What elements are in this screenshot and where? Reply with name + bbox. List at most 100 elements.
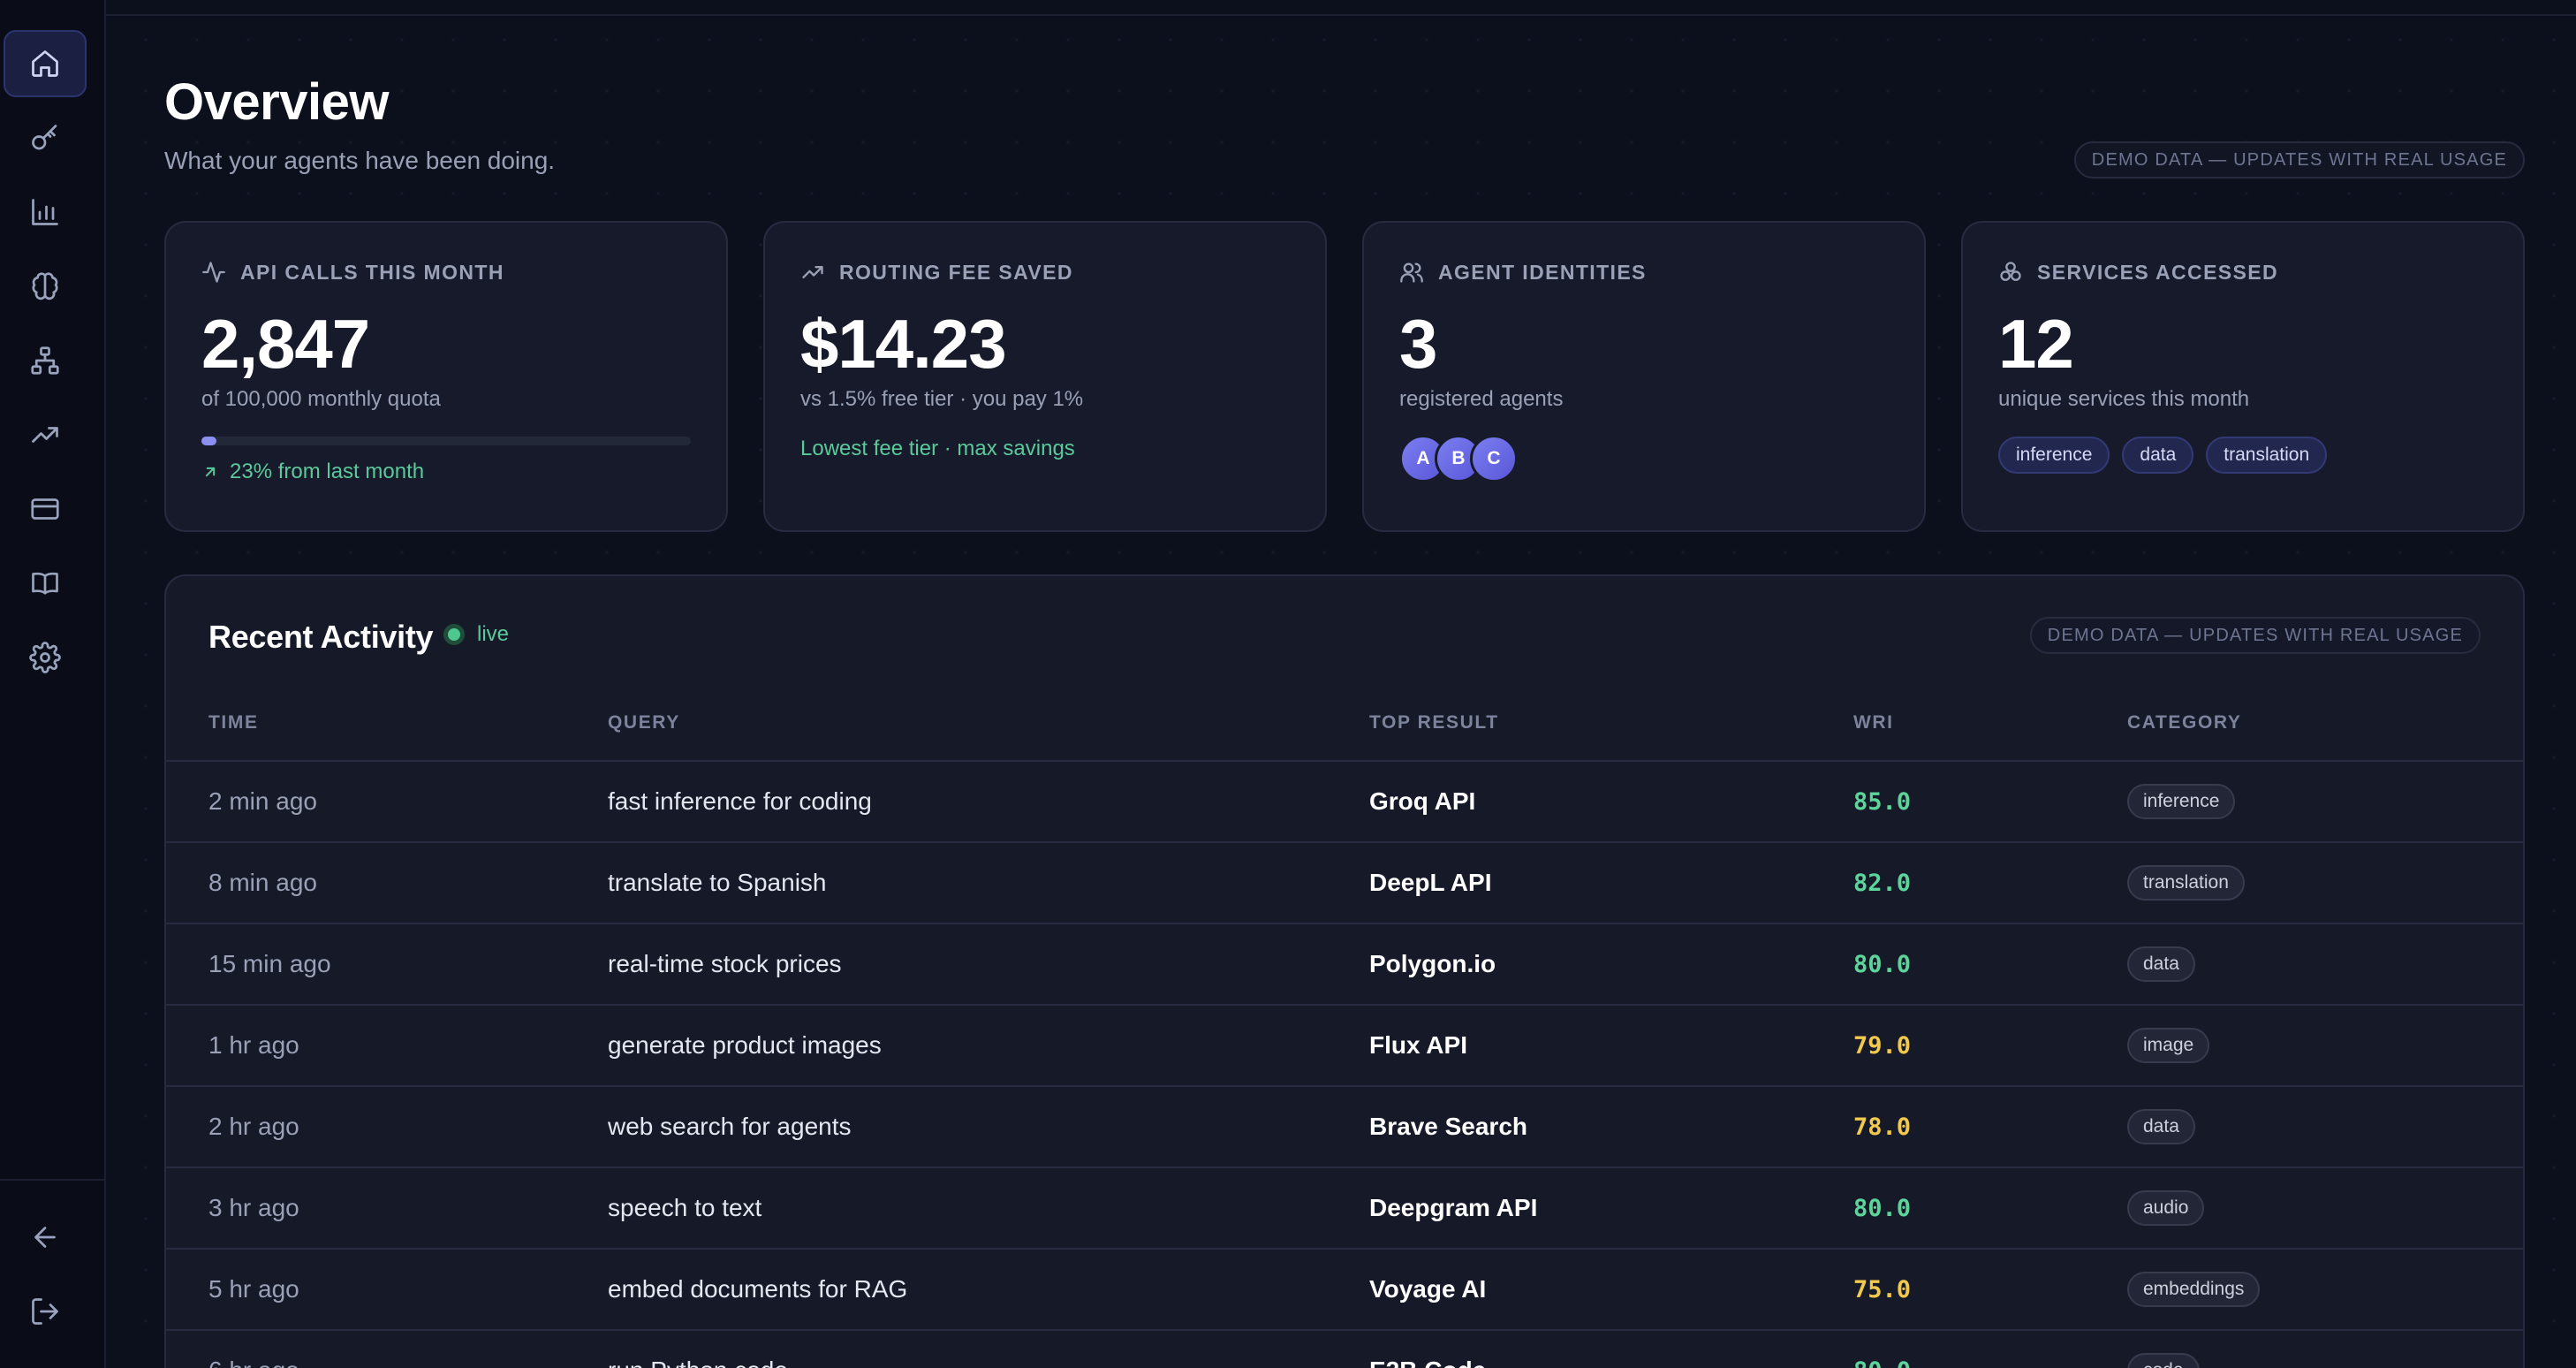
row-top-result[interactable]: Voyage AI — [1369, 1275, 1487, 1303]
routing-fee-label: ROUTING FEE SAVED — [839, 260, 1073, 284]
row-query: fast inference for coding — [608, 787, 872, 815]
column-header-category[interactable]: CATEGORY — [2127, 712, 2242, 733]
row-time: 15 min ago — [208, 950, 331, 977]
row-wri: 85.0 — [1853, 787, 1912, 816]
api-calls-label: API CALLS THIS MONTH — [240, 260, 504, 284]
table-row[interactable]: 8 min ago translate to Spanish DeepL API… — [166, 843, 2523, 924]
table-row[interactable]: 3 hr ago speech to text Deepgram API 80.… — [166, 1168, 2523, 1250]
logout-icon — [32, 1298, 58, 1325]
sidebar-item-trends[interactable] — [4, 401, 87, 468]
table-row[interactable]: 1 hr ago generate product images Flux AP… — [166, 1006, 2523, 1087]
row-top-result[interactable]: Deepgram API — [1369, 1194, 1538, 1221]
row-query: run Python code — [608, 1331, 788, 1368]
row-time: 2 hr ago — [208, 1113, 299, 1140]
row-top-result[interactable]: Flux API — [1369, 1031, 1467, 1059]
quota-progress-bar — [201, 437, 691, 445]
row-wri: 79.0 — [1853, 1031, 1912, 1060]
row-query: web search for agents — [608, 1113, 852, 1140]
category-badge: translation — [2127, 865, 2245, 901]
trending-up-icon — [802, 266, 823, 278]
row-time: 3 hr ago — [208, 1194, 299, 1221]
sidebar-item-analytics[interactable] — [4, 179, 87, 246]
brain-icon — [32, 272, 58, 300]
topbar-divider — [106, 14, 2576, 16]
sidebar-item-home[interactable] — [4, 30, 87, 97]
row-time: 1 hr ago — [208, 1031, 299, 1059]
table-header-divider — [166, 760, 2523, 762]
table-row[interactable]: 15 min ago real-time stock prices Polygo… — [166, 924, 2523, 1006]
routing-fee-card: ROUTING FEE SAVED $14.23 vs 1.5% free ti… — [763, 221, 1327, 532]
trending-up-icon — [32, 427, 58, 443]
gear-icon — [29, 642, 61, 673]
live-label: live — [477, 622, 510, 646]
service-tag[interactable]: inference — [1998, 437, 2110, 474]
column-header-wri[interactable]: WRI — [1853, 712, 1894, 733]
row-top-result[interactable]: Brave Search — [1369, 1113, 1528, 1140]
service-tag[interactable]: data — [2122, 437, 2194, 474]
page-subtitle: What your agents have been doing. — [164, 147, 556, 174]
row-wri: 80.0 — [1853, 1331, 1911, 1368]
recent-activity-panel: Recent Activity live DEMO DATA — UPDATES… — [164, 574, 2525, 1368]
row-query: speech to text — [608, 1194, 762, 1221]
boxes-icon — [2000, 262, 2021, 281]
api-calls-card: API CALLS THIS MONTH 2,847 of 100,000 mo… — [164, 221, 728, 532]
column-header-query[interactable]: QUERY — [608, 712, 680, 733]
row-time: 8 min ago — [208, 869, 317, 896]
row-wri: 78.0 — [1853, 1113, 1912, 1141]
avatar[interactable]: C — [1470, 435, 1518, 483]
row-top-result[interactable]: DeepL API — [1369, 869, 1492, 896]
sidebar-item-billing[interactable] — [4, 475, 87, 543]
sidebar-item-keys[interactable] — [4, 104, 87, 171]
table-row[interactable]: 5 hr ago embed documents for RAG Voyage … — [166, 1250, 2523, 1331]
sidebar-item-models[interactable] — [4, 253, 87, 320]
table-row[interactable]: 2 min ago fast inference for coding Groq… — [166, 762, 2523, 843]
sidebar-item-settings[interactable] — [4, 624, 87, 691]
services-accessed-value: 12 — [1998, 305, 2074, 383]
row-wri: 82.0 — [1853, 869, 1912, 897]
category-badge: image — [2127, 1028, 2210, 1063]
activity-icon — [202, 262, 225, 283]
recent-activity-title: Recent Activity — [208, 619, 434, 655]
row-time: 6 hr ago — [208, 1331, 299, 1368]
agent-identities-value: 3 — [1399, 305, 1437, 383]
activity-demo-badge: DEMO DATA — UPDATES WITH REAL USAGE — [2029, 617, 2481, 654]
row-time: 5 hr ago — [208, 1275, 299, 1303]
row-top-result[interactable]: E2B Code — [1369, 1331, 1486, 1368]
table-row[interactable]: 2 hr ago web search for agents Brave Sea… — [166, 1087, 2523, 1168]
column-header-time[interactable]: TIME — [208, 712, 259, 733]
routing-fee-note: Lowest fee tier · max savings — [800, 437, 1075, 460]
logout-button[interactable] — [4, 1278, 87, 1345]
category-badge: audio — [2127, 1190, 2205, 1226]
users-icon — [1400, 262, 1423, 283]
row-wri: 80.0 — [1853, 950, 1912, 978]
services-accessed-label: SERVICES ACCESSED — [2037, 260, 2279, 284]
page-title: Overview — [164, 73, 389, 131]
service-tag[interactable]: translation — [2206, 437, 2328, 474]
row-top-result[interactable]: Polygon.io — [1369, 950, 1496, 977]
category-badge: embeddings — [2127, 1272, 2261, 1307]
table-row[interactable]: 6 hr ago run Python code E2B Code 80.0 c… — [166, 1331, 2523, 1368]
category-badge: data — [2127, 946, 2195, 982]
service-tags: inference data translation — [1998, 437, 2328, 474]
routing-fee-value: $14.23 — [800, 305, 1007, 383]
quota-progress-fill — [201, 437, 216, 445]
services-accessed-sub: unique services this month — [1998, 387, 2250, 411]
services-accessed-card: SERVICES ACCESSED 12 unique services thi… — [1961, 221, 2525, 532]
demo-data-badge: DEMO DATA — UPDATES WITH REAL USAGE — [2073, 141, 2525, 179]
category-badge: code — [2127, 1353, 2200, 1368]
api-calls-value: 2,847 — [201, 305, 370, 383]
network-icon — [31, 346, 59, 375]
sidebar-divider — [0, 1179, 104, 1181]
column-header-top-result[interactable]: TOP RESULT — [1369, 712, 1499, 733]
row-top-result[interactable]: Groq API — [1369, 787, 1476, 815]
live-dot-icon — [443, 624, 465, 645]
api-calls-trend: 23% from last month — [230, 460, 425, 483]
sidebar-item-network[interactable] — [4, 327, 87, 394]
row-query: embed documents for RAG — [608, 1275, 908, 1303]
sidebar-item-docs[interactable] — [4, 550, 87, 617]
arrow-up-right-icon — [205, 467, 216, 477]
row-query: generate product images — [608, 1031, 882, 1059]
collapse-sidebar-button[interactable] — [4, 1204, 87, 1271]
agent-identities-label: AGENT IDENTITIES — [1438, 260, 1647, 284]
key-icon — [32, 125, 57, 150]
